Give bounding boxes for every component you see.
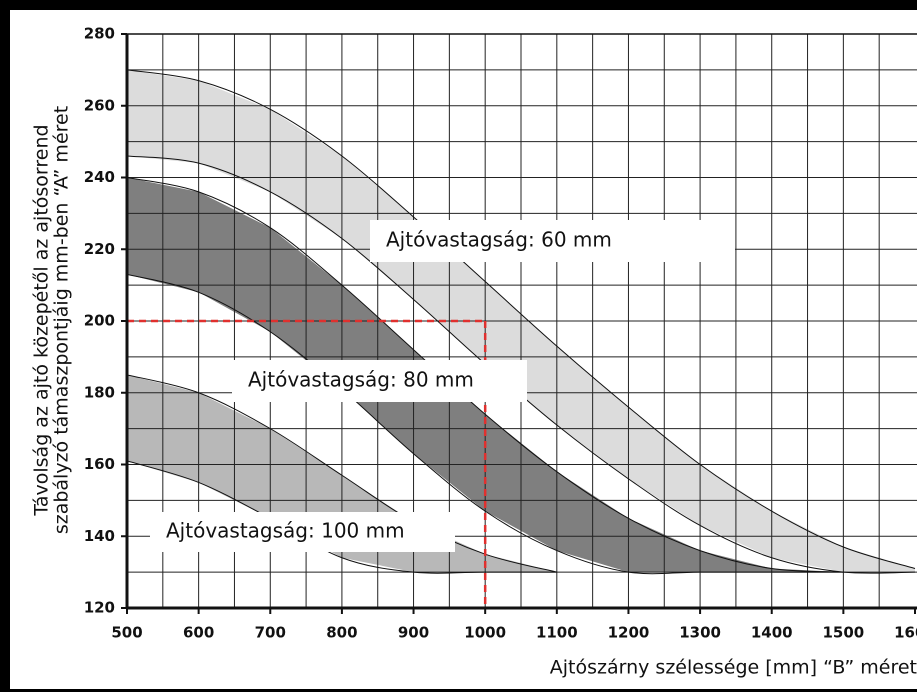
x-tick-label: 1600 — [894, 624, 917, 642]
y-tick-label: 120 — [84, 599, 115, 617]
plot-area: Ajtóvastagság: 60 mm Ajtóvastagság: 80 mm… — [84, 25, 917, 642]
x-tick-label: 1000 — [464, 624, 506, 642]
x-tick-label: 700 — [255, 624, 286, 642]
x-tick-label: 1100 — [536, 624, 578, 642]
series-label: Ajtóvastagság: 60 mm — [386, 228, 612, 252]
y-axis-label: szabályzó támaszpontjáig mm-ben “A” mére… — [51, 106, 73, 534]
x-tick-label: 1200 — [608, 624, 650, 642]
band-edge — [126, 69, 916, 570]
label-box — [150, 512, 455, 552]
x-tick-label: 800 — [326, 624, 357, 642]
x-tick-label: 600 — [183, 624, 214, 642]
y-tick-label: 220 — [84, 240, 115, 258]
y-axis-label: Távolság az ajtó közepétől az ajtósorren… — [31, 124, 53, 516]
y-tick-label: 260 — [84, 96, 115, 114]
y-tick-label: 140 — [84, 527, 115, 545]
x-tick-label: 1300 — [679, 624, 721, 642]
x-tick-label: 500 — [111, 624, 142, 642]
y-tick-label: 160 — [84, 455, 115, 473]
y-tick-label: 280 — [84, 25, 115, 43]
series-label: Ajtóvastagság: 100 mm — [166, 519, 405, 543]
band-edge — [126, 177, 844, 573]
band-edge — [126, 460, 557, 574]
label-box — [370, 220, 735, 262]
label-box — [232, 360, 527, 402]
y-tick-label: 180 — [84, 383, 115, 401]
series-label: Ajtóvastagság: 80 mm — [248, 368, 474, 392]
y-tick-label: 240 — [84, 168, 115, 186]
x-tick-label: 900 — [398, 624, 429, 642]
x-tick-label: 1400 — [751, 624, 793, 642]
y-tick-label: 200 — [84, 312, 115, 330]
x-tick-label: 1500 — [822, 624, 864, 642]
x-axis-label: Ajtószárny szélessége [mm] “B” méret — [550, 657, 917, 679]
band-edge — [126, 273, 844, 575]
